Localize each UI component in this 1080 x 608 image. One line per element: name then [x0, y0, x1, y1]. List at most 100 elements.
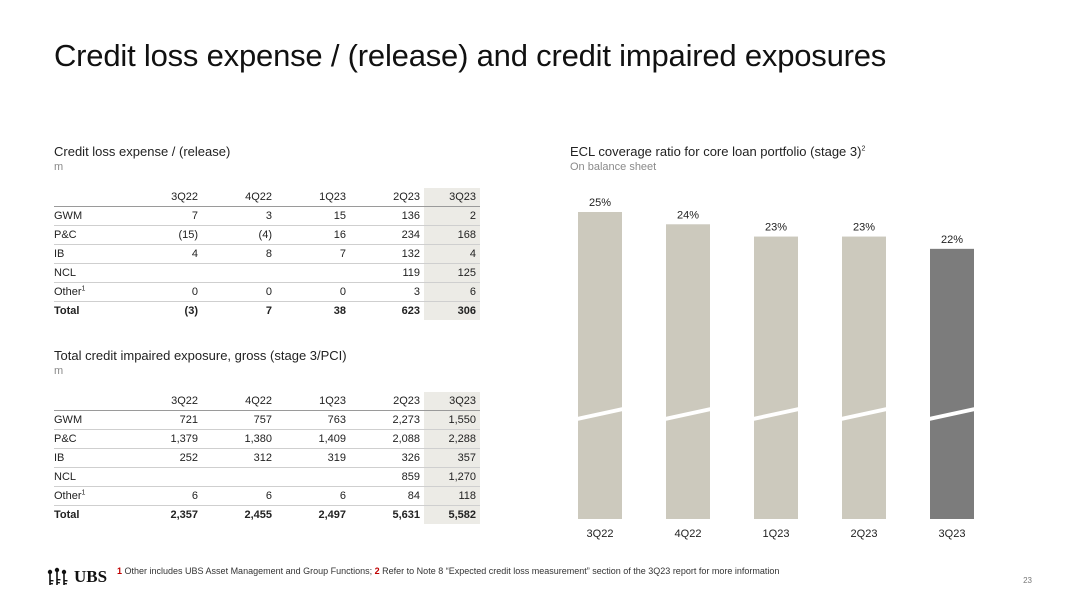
data-label: 23%: [853, 222, 875, 234]
table-cell: [202, 263, 276, 283]
row-label-text: IB: [54, 452, 65, 464]
table-row: Total 2,357 2,455 2,497 5,631 5,582: [54, 505, 480, 524]
axis-break-mark: [929, 407, 975, 421]
x-tick-label: 3Q22: [587, 528, 614, 540]
column-header: 1Q23: [276, 392, 350, 411]
row-label-text: GWM: [54, 210, 83, 222]
table-cell: [202, 467, 276, 487]
chart-title-text: ECL coverage ratio for core loan portfol…: [570, 144, 862, 159]
bar-2Q23: [842, 236, 886, 519]
table-corner-cell: [54, 392, 128, 411]
page-number: 23: [1023, 576, 1032, 585]
table-row: IB 4 8 7 132 4: [54, 244, 480, 264]
table-cell: 7: [276, 244, 350, 264]
table-cell: 1,379: [128, 429, 202, 449]
column-header: 3Q23: [424, 188, 480, 207]
table-cell: 5,631: [392, 509, 420, 521]
footnotes: 1 Other includes UBS Asset Management an…: [117, 566, 779, 576]
x-tick-label: 4Q22: [675, 528, 702, 540]
ubs-logo: UBS: [44, 566, 107, 588]
table-cell: 16: [276, 225, 350, 245]
data-label: 24%: [677, 209, 699, 221]
table-cell: 136: [350, 206, 424, 226]
footnote-1-number: 1: [117, 566, 123, 576]
row-label-text: Other: [54, 286, 82, 298]
column-header: 3Q22: [128, 188, 202, 207]
row-label-text: Total: [54, 305, 80, 317]
table-cell: 306: [424, 301, 480, 320]
table1-unit: m: [54, 161, 64, 173]
row-label: NCL: [54, 263, 128, 283]
row-label: Other1: [54, 486, 128, 506]
table-row: Total (3) 7 38 623 306: [54, 301, 480, 320]
bar-1Q23: [754, 236, 798, 519]
table-header-row: 3Q22 4Q22 1Q23 2Q23 3Q23: [54, 188, 480, 207]
table-cell: 2,357: [170, 509, 198, 521]
table-cell: 2,455: [244, 509, 272, 521]
table-cell: 1,409: [276, 429, 350, 449]
row-label-text: NCL: [54, 471, 77, 483]
column-header: 2Q23: [350, 188, 424, 207]
table-cell: 6: [424, 282, 480, 302]
table-cell: 168: [424, 225, 480, 245]
table-cell: 7: [128, 206, 202, 226]
data-label: 25%: [589, 197, 611, 209]
x-tick-label: 2Q23: [851, 528, 878, 540]
column-header: 4Q22: [202, 392, 276, 411]
row-label: GWM: [54, 206, 128, 226]
table-cell: 7: [265, 305, 272, 317]
table-cell: 6: [276, 486, 350, 506]
row-label: IB: [54, 448, 128, 468]
table-row: GWM 721 757 763 2,273 1,550: [54, 410, 480, 430]
table-cell: 623: [401, 305, 420, 317]
row-label-text: GWM: [54, 414, 83, 426]
table1-title: Credit loss expense / (release): [54, 144, 231, 159]
column-header: 1Q23: [276, 188, 350, 207]
row-label-text: P&C: [54, 229, 77, 241]
table-cell: 721: [128, 410, 202, 430]
row-label: P&C: [54, 429, 128, 449]
table-cell: [128, 467, 202, 487]
x-tick-label: 3Q23: [939, 528, 966, 540]
chart-subtitle: On balance sheet: [570, 161, 657, 173]
table-cell: 0: [128, 282, 202, 302]
column-header: 2Q23: [350, 392, 424, 411]
ubs-logo-text: UBS: [74, 567, 108, 586]
table2-title: Total credit impaired exposure, gross (s…: [54, 348, 347, 363]
table-cell: 4: [128, 244, 202, 264]
table-cell: 763: [276, 410, 350, 430]
footnote-marker: 1: [81, 285, 86, 293]
table-cell: 38: [333, 305, 346, 317]
row-label: GWM: [54, 410, 128, 430]
table-cell: 6: [202, 486, 276, 506]
table-cell: 118: [424, 486, 480, 506]
table-cell: 252: [128, 448, 202, 468]
data-label: 23%: [765, 222, 787, 234]
table-cell: 2,088: [350, 429, 424, 449]
table-cell: 357: [424, 448, 480, 468]
table-row: NCL 859 1,270: [54, 467, 480, 487]
table-cell: 0: [202, 282, 276, 302]
axis-break-mark: [753, 407, 799, 421]
footnote-1-text: Other includes UBS Asset Management and …: [122, 566, 375, 576]
row-label-text: Total: [54, 509, 80, 521]
row-label: NCL: [54, 467, 128, 487]
table2-unit: m: [54, 365, 64, 377]
bar-3Q23: [930, 248, 974, 519]
table-cell: 6: [128, 486, 202, 506]
chart-title-footnote: 2: [861, 145, 866, 153]
axis-break-mark: [665, 407, 711, 421]
table-row: Other1 6 6 6 84 118: [54, 486, 480, 506]
row-label: Other1: [54, 282, 128, 302]
table-cell: 2,497: [318, 509, 346, 521]
table-cell: 0: [276, 282, 350, 302]
column-header: 3Q22: [128, 392, 202, 411]
table-cell: 3: [202, 206, 276, 226]
table-cell: 757: [202, 410, 276, 430]
bar-4Q22: [666, 224, 710, 519]
table-cell: 1,270: [424, 467, 480, 487]
table-cell: [276, 263, 350, 283]
row-label: P&C: [54, 225, 128, 245]
table-cell: 119: [350, 263, 424, 283]
table-row: Other1 0 0 0 3 6: [54, 282, 480, 302]
